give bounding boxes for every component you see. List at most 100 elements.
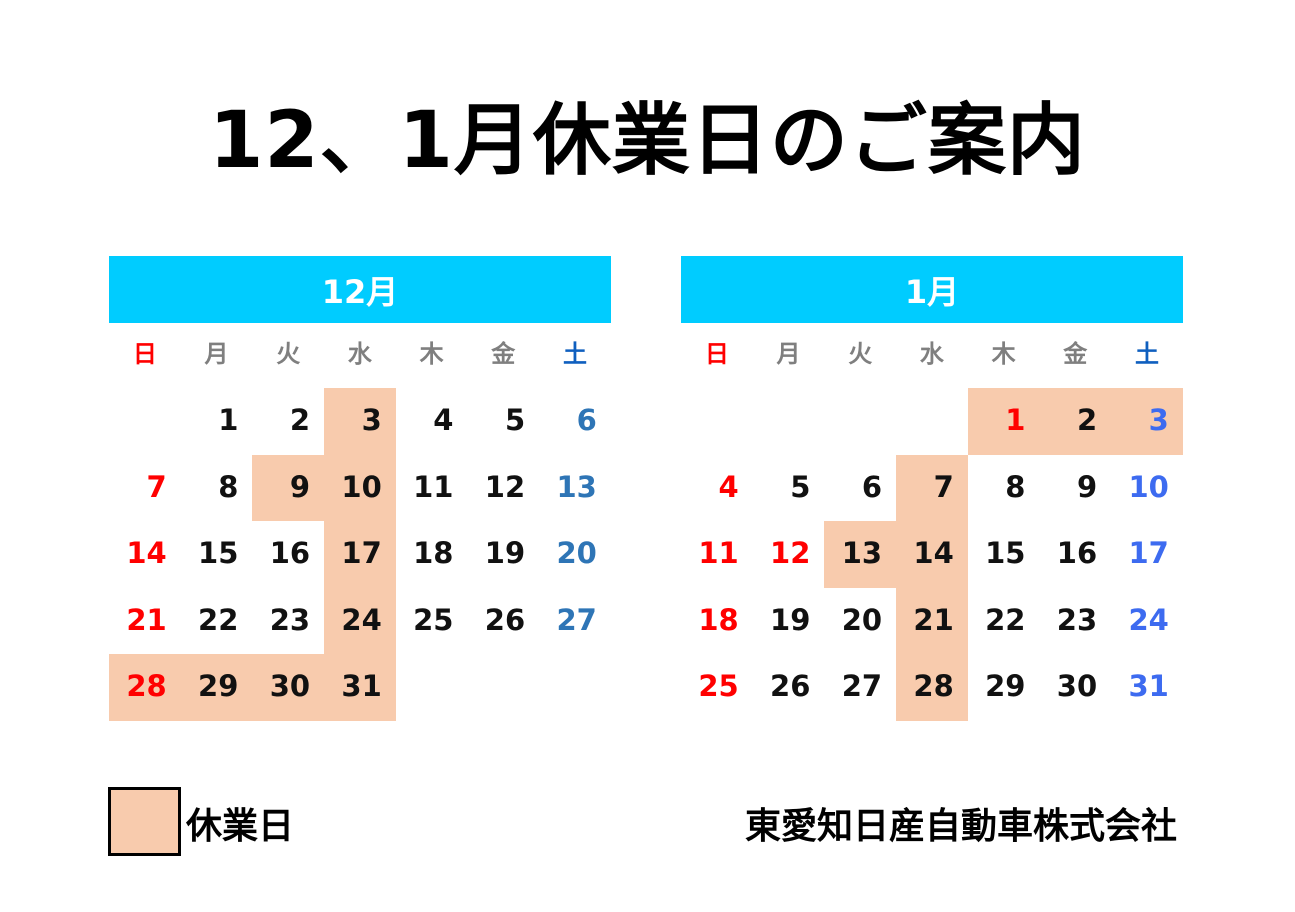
date-cell: 25 <box>698 669 739 703</box>
week-row: 14 15 16 17 18 19 20 <box>109 521 611 588</box>
week-row: 7 8 9 10 11 12 13 <box>109 454 611 521</box>
weekday-label: 水 <box>347 340 372 368</box>
date-cell: 16 <box>269 536 311 570</box>
date-cell: 12 <box>770 536 811 570</box>
date-cell: 10 <box>324 454 396 521</box>
weekday-label: 木 <box>991 340 1016 368</box>
date-cell: 22 <box>198 602 239 637</box>
date-cell: 18 <box>698 602 739 637</box>
date-cell: 13 <box>556 469 597 504</box>
empty-cell <box>896 388 968 455</box>
date-cell: 5 <box>504 403 526 437</box>
date-cell: 20 <box>556 536 597 570</box>
weekday-label: 火 <box>276 340 301 368</box>
date-cell: 3 <box>324 388 396 455</box>
date-cell: 7 <box>146 469 167 504</box>
date-cell: 21 <box>896 587 968 654</box>
date-cell: 8 <box>218 469 239 504</box>
date-cell: 29 <box>180 654 253 721</box>
date-cell: 27 <box>841 669 883 703</box>
date-cell: 13 <box>824 521 897 588</box>
week-row: 25 26 27 28 29 30 31 <box>681 654 1183 721</box>
date-cell: 5 <box>790 469 811 504</box>
date-cell: 26 <box>770 669 811 703</box>
date-cell: 29 <box>985 669 1026 703</box>
date-cell: 15 <box>985 536 1026 570</box>
weekday-label: 日 <box>704 340 729 368</box>
date-cell: 31 <box>1128 669 1169 703</box>
date-cell: 9 <box>1076 469 1098 504</box>
date-cell: 2 <box>1039 388 1112 455</box>
empty-cell <box>539 654 611 721</box>
date-cell: 23 <box>269 602 311 637</box>
weekday-label: 木 <box>419 340 444 368</box>
date-cell: 10 <box>1128 469 1169 504</box>
date-cell: 16 <box>1056 536 1098 570</box>
weekday-label: 金 <box>491 340 516 368</box>
weekday-label: 月 <box>776 340 801 368</box>
weekday-label: 月 <box>204 340 229 368</box>
date-cell: 31 <box>324 654 396 721</box>
date-cell: 28 <box>109 654 181 721</box>
weekday-label: 日 <box>132 340 157 368</box>
date-cell: 28 <box>896 654 968 721</box>
week-row: 21 22 23 24 25 26 27 <box>109 587 611 654</box>
date-cell: 12 <box>484 469 526 504</box>
weekday-label: 土 <box>1134 340 1159 368</box>
date-cell: 24 <box>324 587 396 654</box>
company-name: 東愛知日産自動車株式会社 <box>744 806 1177 847</box>
date-cell: 6 <box>576 403 597 437</box>
calendar-january: 1月 日月火水木金土 1 2 3 4 5 6 7 8 9 10 11 12 13 14 15 16 17 18 19… <box>681 256 1183 721</box>
date-cell: 14 <box>126 536 167 570</box>
weekday-row: 日月火水木金土 <box>109 323 611 388</box>
date-cell: 21 <box>126 602 167 637</box>
date-cell: 18 <box>413 536 454 570</box>
date-cell: 26 <box>484 602 526 637</box>
date-cell: 15 <box>198 536 239 570</box>
date-cell: 25 <box>413 602 454 637</box>
week-row: 18 19 20 21 22 23 24 <box>681 587 1183 654</box>
week-row: 4 5 6 7 8 9 10 <box>681 454 1183 521</box>
empty-cell <box>396 654 468 721</box>
weekday-row: 日月火水木金土 <box>681 323 1183 388</box>
empty-cell <box>824 388 896 455</box>
date-cell: 11 <box>413 469 454 504</box>
weekday-label: 水 <box>919 340 944 368</box>
date-cell: 20 <box>841 602 883 637</box>
holiday-legend-swatch <box>108 787 181 856</box>
date-cell: 27 <box>556 602 597 637</box>
date-cell: 17 <box>324 521 396 588</box>
date-cell: 1 <box>218 403 239 437</box>
date-cell: 9 <box>252 454 325 521</box>
date-cell: 19 <box>770 602 811 637</box>
date-cell: 2 <box>289 403 311 437</box>
page-title: 12、1月休業日のご案内 <box>209 96 1086 186</box>
holiday-legend-label: 休業日 <box>186 806 295 847</box>
date-cell: 24 <box>1128 602 1169 637</box>
week-row: 11 12 13 14 15 16 17 <box>681 521 1183 588</box>
weekday-label: 金 <box>1063 340 1088 368</box>
date-cell: 8 <box>1005 469 1026 504</box>
date-cell: 30 <box>252 654 325 721</box>
date-cell: 30 <box>1056 669 1098 703</box>
date-grid: 1 2 3 4 5 6 7 8 9 10 11 12 13 14 15 16 17 18 19 20 21 22 23 24 2… <box>681 388 1183 721</box>
date-cell: 6 <box>861 469 883 504</box>
calendar-december: 12月 日月火水木金土 1 2 3 4 5 6 7 8 9 10 11 12 13 14 15 16 17 18 1… <box>109 256 611 721</box>
month-header: 12月 <box>109 256 611 323</box>
date-cell: 14 <box>896 521 968 588</box>
date-grid: 1 2 3 4 5 6 7 8 9 10 11 12 13 14 15 16 17 18 19 20 21 22 23 24 2… <box>109 388 611 721</box>
weekday-label: 火 <box>848 340 873 368</box>
date-cell: 17 <box>1128 536 1169 570</box>
date-cell: 4 <box>718 469 739 504</box>
empty-cell <box>467 654 539 721</box>
date-cell: 19 <box>484 536 526 570</box>
date-cell: 11 <box>698 536 739 570</box>
date-cell: 4 <box>433 403 454 437</box>
weekday-label: 土 <box>562 340 587 368</box>
empty-cell <box>681 388 753 455</box>
week-row: 28 29 30 31 <box>109 654 611 721</box>
date-cell: 1 <box>967 388 1040 455</box>
empty-cell <box>109 388 181 455</box>
